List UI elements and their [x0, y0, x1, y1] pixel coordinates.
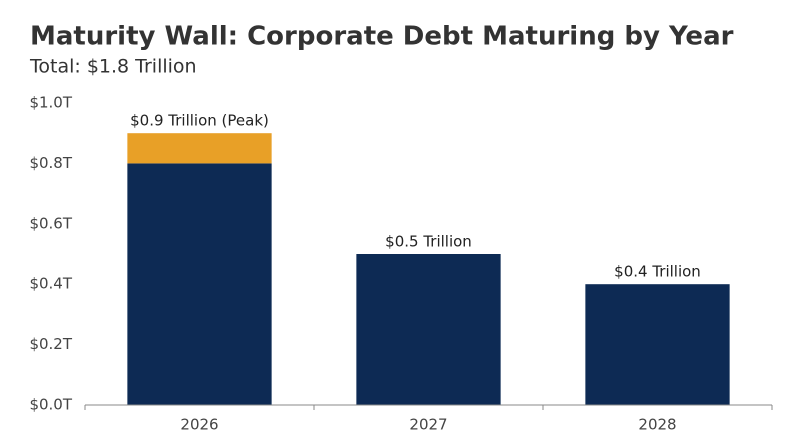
y-tick-label: $0.2T [29, 335, 72, 353]
x-tick-label: 2028 [638, 416, 676, 434]
y-tick-label: $1.0T [29, 94, 72, 112]
y-tick-label: $0.4T [29, 275, 72, 293]
bar-total-label: $0.4 Trillion [614, 263, 701, 281]
bar-segment [585, 284, 730, 405]
bar-segment [356, 254, 501, 405]
chart-title: Maturity Wall: Corporate Debt Maturing b… [30, 22, 734, 52]
y-tick-label: $0.6T [29, 214, 72, 232]
bar-segment [127, 133, 272, 164]
x-tick-label: 2027 [409, 416, 447, 434]
bar-segment [127, 163, 272, 405]
x-tick-label: 2026 [180, 416, 218, 434]
chart-subtitle: Total: $1.8 Trillion [29, 56, 197, 78]
bar-total-label: $0.9 Trillion (Peak) [130, 112, 269, 130]
y-tick-label: $0.8T [29, 154, 72, 172]
y-tick-label: $0.0T [29, 396, 72, 414]
bar-total-label: $0.5 Trillion [385, 233, 472, 251]
